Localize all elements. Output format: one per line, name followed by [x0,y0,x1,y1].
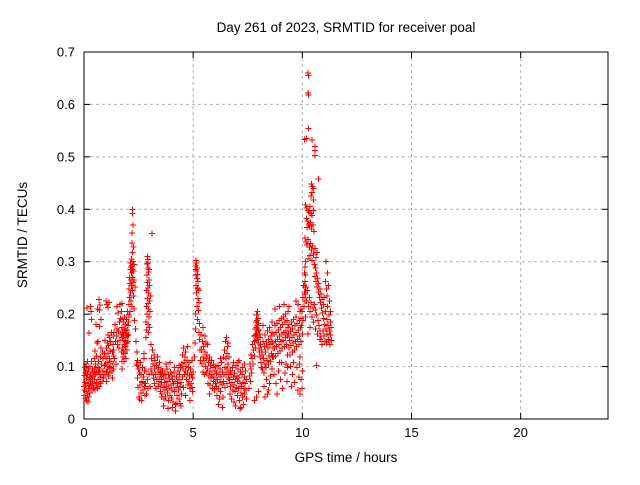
axis-ticks [83,51,608,420]
plot-border [83,51,609,420]
tick-labels: 0 5 10 15 20 0 0.1 0.2 0.3 0.4 0.5 0.6 0.7 [57,45,528,441]
y-tick-label: 0.4 [57,202,75,217]
x-tick-label: 0 [80,425,87,440]
x-tick-label: 10 [295,425,309,440]
x-tick-label: 5 [190,425,197,440]
y-tick-label: 0.6 [57,97,75,112]
x-axis-label: GPS time / hours [295,450,398,465]
scatter-points [81,70,335,414]
y-tick-label: 0 [68,412,75,427]
y-tick-label: 0.2 [57,307,75,322]
x-tick-label: 20 [513,425,527,440]
y-tick-label: 0.5 [57,149,75,164]
y-tick-label: 0.1 [57,359,75,374]
y-axis-label: SRMTID / TECUs [15,182,30,289]
chart-title: Day 261 of 2023, SRMTID for receiver poa… [217,20,476,35]
grid-lines [84,52,608,419]
y-tick-label: 0.7 [57,45,75,60]
x-tick-label: 15 [404,425,418,440]
series-srmtid-markers [81,70,335,414]
plot-border-rect [83,51,609,420]
y-tick-label: 0.3 [57,254,75,269]
